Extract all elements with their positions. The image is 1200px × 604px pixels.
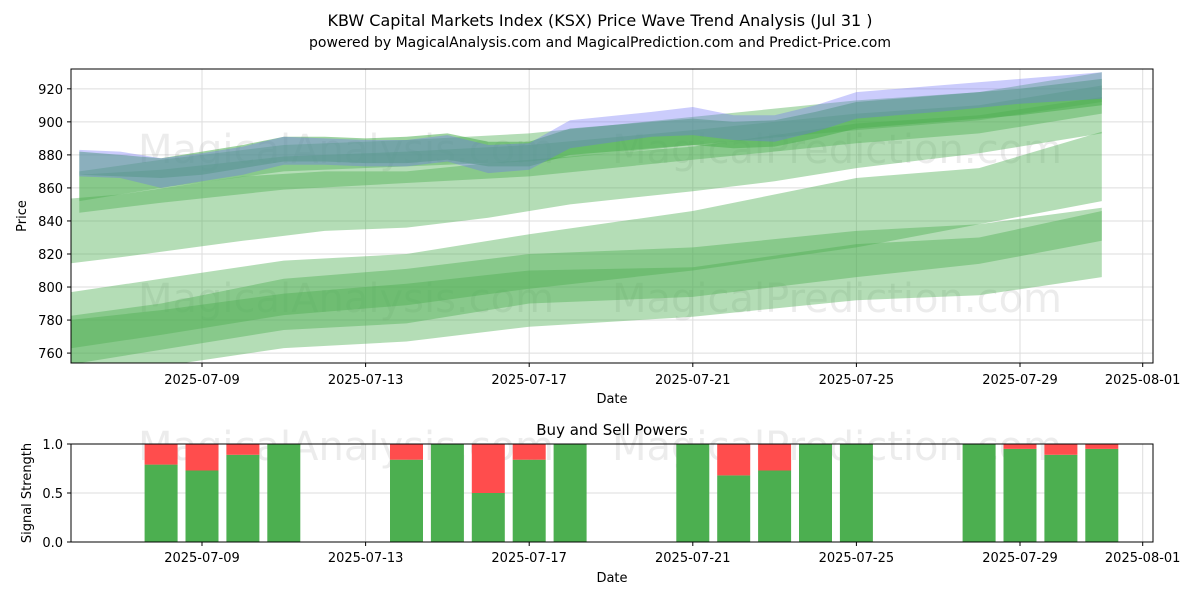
price-x-tick-label: 2025-07-21 xyxy=(655,373,731,388)
sell-power-bar xyxy=(471,444,505,493)
price-y-tick-label: 880 xyxy=(38,149,63,164)
price-x-axis-label: Date xyxy=(596,392,627,407)
price-x-tick-label: 2025-07-25 xyxy=(819,373,895,388)
signal-y-tick-label: 0.0 xyxy=(42,536,63,551)
price-wave-bands xyxy=(71,72,1102,363)
price-y-tick-label: 800 xyxy=(38,281,63,296)
buy-power-bar xyxy=(758,470,792,542)
price-wave-band-4 xyxy=(71,97,1102,264)
buy-power-bar xyxy=(185,470,219,542)
sell-power-bar xyxy=(717,444,751,476)
price-y-tick-label: 780 xyxy=(38,314,63,329)
price-wave-band-0 xyxy=(79,72,1102,188)
sell-power-bar xyxy=(226,444,260,455)
price-y-tick-label: 900 xyxy=(38,116,63,131)
buy-power-bar xyxy=(839,444,873,542)
price-x-tick-label: 2025-08-01 xyxy=(1105,373,1181,388)
buy-power-bar xyxy=(267,444,301,542)
price-y-axis-label: Price xyxy=(15,200,30,232)
price-wave-band-5 xyxy=(71,131,1102,349)
price-wave-band-1 xyxy=(79,78,1102,178)
price-plot-frame xyxy=(70,68,1154,364)
signal-y-ticks: 0.0 0.5 1.0 xyxy=(42,438,71,551)
sell-power-bar xyxy=(185,444,219,471)
buy-power-bar xyxy=(144,464,178,542)
price-y-tick-label: 860 xyxy=(38,182,63,197)
price-y-tick-label: 760 xyxy=(38,347,63,362)
price-x-ticks: 2025-07-09 2025-07-13 2025-07-17 2025-07-21… xyxy=(164,363,1180,388)
sell-power-bar xyxy=(390,444,423,460)
price-y-tick-label: 820 xyxy=(38,248,63,263)
signal-x-ticks: 2025-07-09 2025-07-13 2025-07-17 2025-07-21… xyxy=(164,542,1180,566)
buy-power-bar xyxy=(1085,448,1119,542)
signal-x-tick-label: 2025-07-17 xyxy=(491,551,567,566)
signal-x-tick-label: 2025-07-29 xyxy=(982,551,1058,566)
buy-power-bar xyxy=(1003,448,1037,542)
price-y-tick-label: 840 xyxy=(38,215,63,230)
buy-power-bar xyxy=(390,459,423,542)
watermark-prediction-mid: MagicalPrediction.com xyxy=(612,276,1062,322)
signal-y-tick-label: 1.0 xyxy=(42,438,63,453)
buy-power-bar xyxy=(962,444,996,542)
sell-power-bar xyxy=(512,444,546,460)
chart-subtitle: powered by MagicalAnalysis.com and Magic… xyxy=(309,35,891,51)
sell-power-bar xyxy=(1044,444,1078,455)
signal-x-tick-label: 2025-08-01 xyxy=(1105,551,1181,566)
signal-x-tick-label: 2025-07-25 xyxy=(819,551,895,566)
price-x-tick-label: 2025-07-29 xyxy=(982,373,1058,388)
buy-power-bar xyxy=(553,444,587,542)
signal-x-tick-label: 2025-07-21 xyxy=(655,551,731,566)
sell-power-bar xyxy=(1085,444,1119,449)
price-x-tick-label: 2025-07-09 xyxy=(164,373,240,388)
signal-x-axis-label: Date xyxy=(596,571,627,586)
buy-power-bar xyxy=(1044,454,1078,542)
watermark-analysis-mid: MagicalAnalysis.com xyxy=(138,276,554,322)
price-chart-panel: MagicalAnalysis.com MagicalPrediction.co… xyxy=(15,68,1180,407)
buy-power-bar xyxy=(430,444,464,542)
price-wave-band-7 xyxy=(71,211,1102,363)
price-x-tick-label: 2025-07-17 xyxy=(491,373,567,388)
price-gridlines xyxy=(71,69,1153,363)
buy-power-bar xyxy=(717,475,751,542)
price-y-ticks: 760 780 800 820 840 860 880 900 920 xyxy=(38,83,71,362)
buy-power-bar xyxy=(471,493,505,542)
price-y-tick-label: 920 xyxy=(38,83,63,98)
buy-power-bar xyxy=(226,454,260,542)
signal-x-tick-label: 2025-07-09 xyxy=(164,551,240,566)
price-wave-band-6 xyxy=(71,207,1102,363)
buy-power-bar xyxy=(676,444,710,542)
sell-power-bar xyxy=(144,444,178,465)
sell-power-bar xyxy=(1003,444,1037,449)
signal-chart-panel: Buy and Sell Powers MagicalAnalysis.com … xyxy=(20,421,1180,586)
sell-power-bar xyxy=(758,444,792,471)
signal-x-tick-label: 2025-07-13 xyxy=(328,551,404,566)
signal-y-axis-label: Signal Strength xyxy=(20,443,35,543)
signal-bars xyxy=(144,444,1119,542)
chart-title: KBW Capital Markets Index (KSX) Price Wa… xyxy=(327,11,872,30)
buy-power-bar xyxy=(799,444,832,542)
buy-power-bar xyxy=(512,459,546,542)
price-x-tick-label: 2025-07-13 xyxy=(328,373,404,388)
signal-chart-title: Buy and Sell Powers xyxy=(536,421,688,439)
signal-y-tick-label: 0.5 xyxy=(42,487,63,502)
